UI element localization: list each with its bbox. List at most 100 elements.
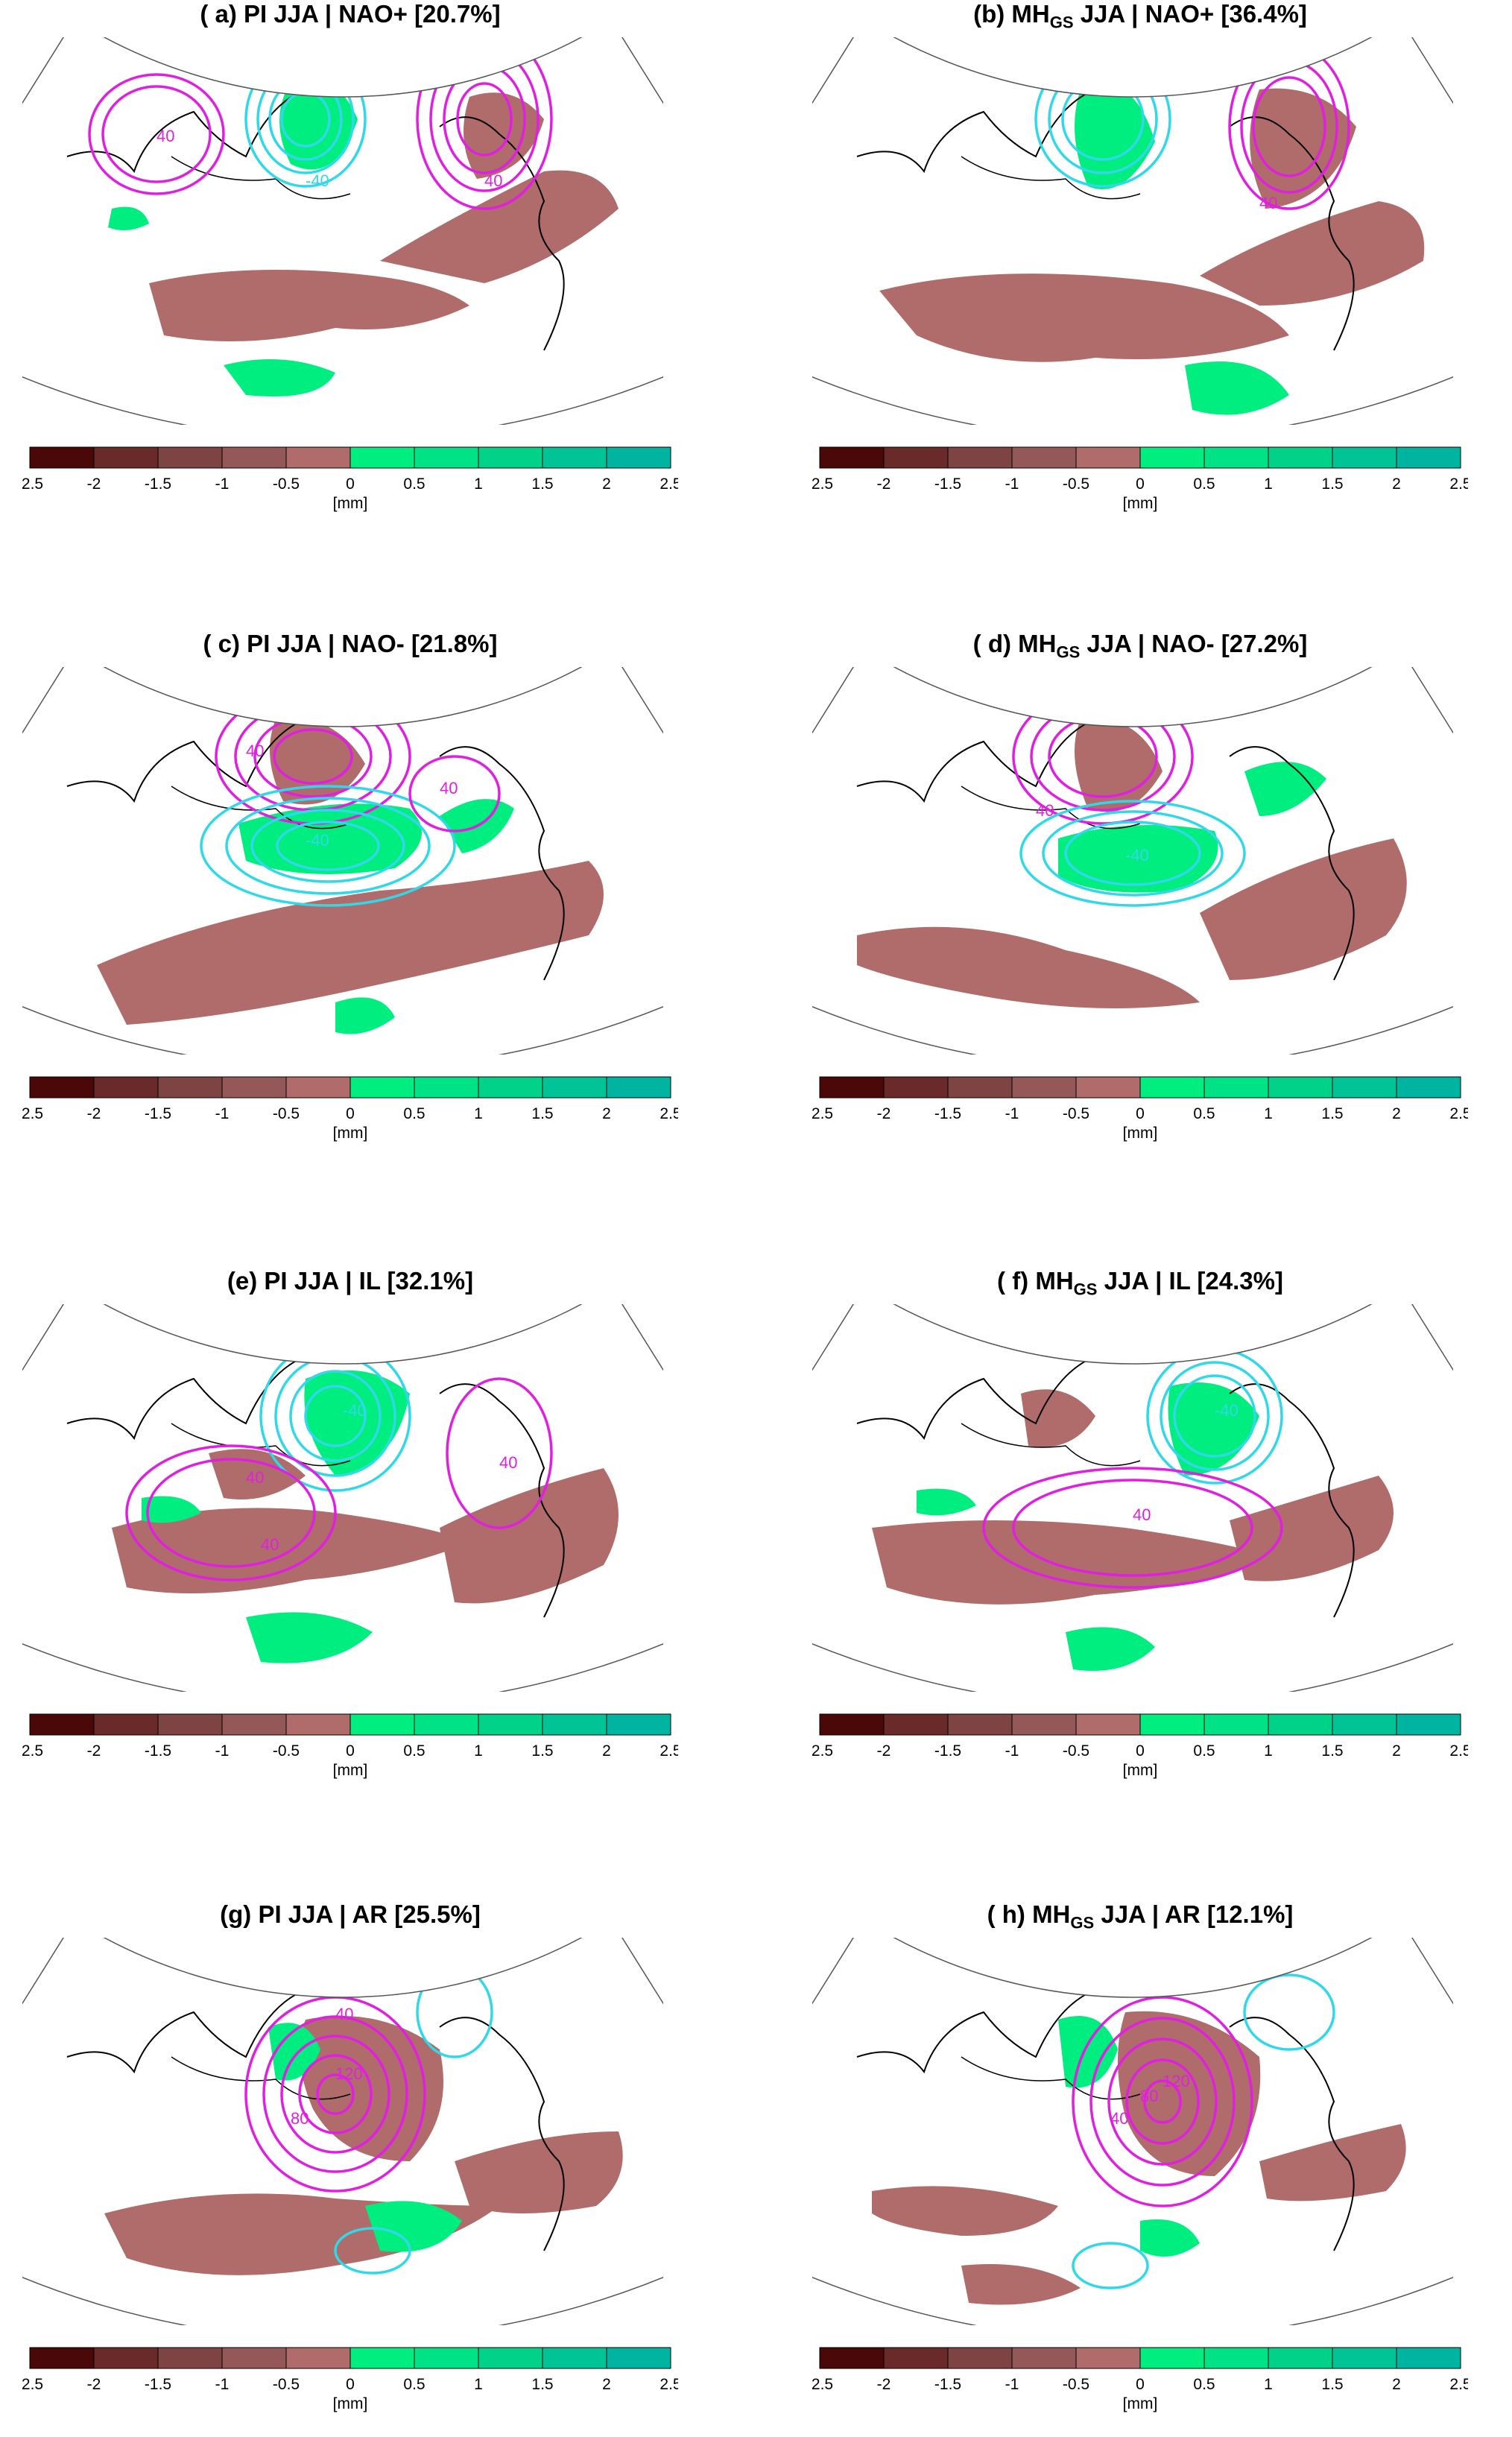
dry-anomaly-area [1200,201,1425,306]
colorbar-segment [29,1076,95,1099]
panel-h: ( h) MHGS JJA | AR [12.1%]4080120-2.5-2-… [790,1900,1490,2437]
dry-anomaly-area [857,926,1200,1008]
coastline [66,718,306,803]
colorbar-tick: 1 [474,475,483,493]
colorbar-segment [1011,446,1077,469]
colorbar-segment [1075,2347,1141,2369]
coastline [66,89,306,174]
panel-title: ( c) PI JJA | NAO- [21.8%] [0,630,700,663]
panel-title-prefix: ( f) MH [997,1267,1074,1295]
map-border [812,1304,1453,1692]
colorbar-tick: -1 [215,1742,230,1760]
wet-anomaly-area [108,206,149,230]
colorbar-segment [542,1076,607,1099]
dry-anomaly-area [455,2131,623,2213]
colorbar-segment [606,446,671,469]
contour-label: 120 [335,2064,363,2083]
panel-title-prefix: ( h) MH [987,1900,1071,1928]
dry-anomaly-area [872,2186,1058,2236]
panel-title: ( d) MHGS JJA | NAO- [27.2%] [790,630,1490,663]
colorbar-tick: 0.5 [403,475,425,493]
colorbar-tick: 1.5 [531,1105,553,1122]
dry-anomaly-area [1259,2124,1406,2201]
colorbar-tick: 0 [1136,1742,1145,1760]
colorbar: -2.5 -2 -1.5 -1 -0.5 0 0.5 1 1.5 2 2.5 [mm] [22,2347,678,2412]
colorbar-segment [1332,446,1397,469]
wet-anomaly-area [917,1488,976,1516]
colorbar-segment [1139,2347,1205,2369]
contour-label: -40 [1125,846,1149,865]
panel-a: ( a) PI JJA | NAO+ [20.7%]40-4040-2.5-2-… [0,0,700,537]
colorbar-tick: 0 [1136,1105,1145,1122]
sector-map: -40 40 [812,667,1453,1055]
colorbar-tick: 2 [1392,1105,1401,1122]
colorbar-segment [1075,446,1141,469]
panel-title-rest: JJA | NAO+ [36.4%] [1073,0,1307,28]
colorbar-tick: 1 [1264,2376,1273,2393]
colorbar-tick: 1 [1264,1742,1273,1760]
colorbar: -2.5 -2 -1.5 -1 -0.5 0 0.5 1 1.5 2 2.5 [mm] [22,1713,678,1779]
colorbar-tick: 1 [474,1742,483,1760]
colorbar-tick: -1.5 [145,1105,171,1122]
colorbar-tick: 0.5 [403,1105,425,1122]
colorbar-segment [1203,1076,1269,1099]
colorbar-segment [157,2347,223,2369]
colorbar-segment [883,446,949,469]
colorbar-unit: [mm] [1123,2395,1158,2412]
panel-title-prefix: ( a) PI [200,0,268,28]
negative-contour [334,2227,411,2275]
colorbar-unit: [mm] [333,1762,368,1779]
map-border [22,1304,663,1692]
positive-contour [1252,76,1326,177]
coastline [1229,116,1355,351]
positive-contour [273,728,353,785]
dry-anomaly-area [961,2264,1081,2305]
colorbar-segment [819,1713,885,1736]
panel-title-rest: JJA | IL [32.1%] [287,1267,474,1295]
colorbar-tick: 1 [1264,1105,1273,1122]
colorbar-tick: 1.5 [531,2376,553,2393]
colorbar-segment [883,1713,949,1736]
panel-title-prefix: ( c) PI [203,630,271,657]
colorbar-tick: -1.5 [934,475,961,493]
colorbar-segment [221,2347,287,2369]
panel-title-prefix: ( d) MH [972,630,1057,657]
colorbar-tick: 0 [346,2376,355,2393]
colorbar-segment [1139,1713,1205,1736]
colorbar-tick: 0 [346,1742,355,1760]
colorbar-segment [349,1076,415,1099]
contour-label: 40 [261,1535,279,1554]
coastline [66,1989,306,2074]
positive-contour [1012,1479,1253,1577]
panel-title-subscript: GS [1056,642,1081,662]
positive-contour [1125,2058,1200,2145]
colorbar-tick: -0.5 [1063,1105,1089,1122]
coastline [856,89,1096,174]
colorbar-segment [349,1713,415,1736]
colorbar-tick: -2.5 [812,1742,833,1760]
contour-label: 40 [1036,801,1054,820]
positive-contour [1072,1996,1253,2207]
contour-label: 40 [1259,194,1277,212]
colorbar-segment [1396,1713,1461,1736]
wet-anomaly-area [365,2201,462,2252]
colorbar-tick: -0.5 [273,1105,300,1122]
colorbar-tick: -2.5 [812,2376,833,2393]
colorbar-segment [285,446,351,469]
colorbar-tick: 0 [346,475,355,493]
colorbar-segment [478,1713,543,1736]
colorbar-segment [819,2347,885,2369]
colorbar-segment [606,1713,671,1736]
panel-f: ( f) MHGS JJA | IL [24.3%] 40 -40 -2.5 -2 -1.… [790,1267,1490,1804]
colorbar-tick: 0.5 [1193,475,1215,493]
colorbar-segment [542,1713,607,1736]
colorbar-unit: [mm] [1123,1125,1158,1142]
negative-contour [1064,821,1201,886]
wet-anomaly-area [1168,1382,1259,1476]
colorbar-tick: 2.5 [1449,1105,1468,1122]
colorbar-tick: 2 [1392,475,1401,493]
coastline [171,786,351,829]
colorbar-tick: -1 [1005,2376,1019,2393]
colorbar: -2.5 -2 -1.5 -1 -0.5 0 0.5 1 1.5 2 2.5 [mm] [812,446,1468,512]
colorbar-tick: -1.5 [145,1742,171,1760]
